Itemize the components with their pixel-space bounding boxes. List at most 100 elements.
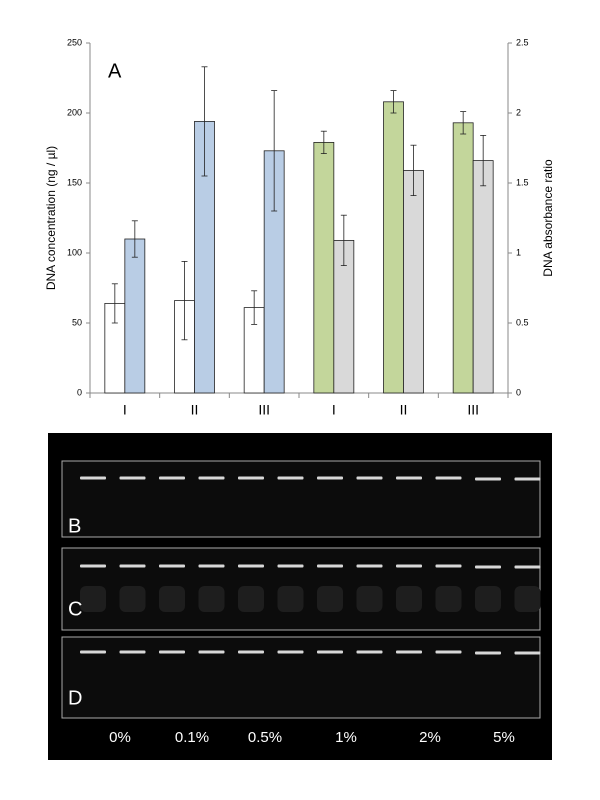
lane-label: 0.5% bbox=[248, 729, 282, 746]
lane-label: 2% bbox=[419, 729, 441, 746]
x-tick-label: I bbox=[123, 402, 127, 418]
gel-smear bbox=[119, 586, 146, 612]
bar bbox=[403, 169, 424, 394]
y2-tick-label: 0.5 bbox=[516, 317, 529, 327]
bar bbox=[452, 122, 474, 394]
gel-band bbox=[119, 476, 146, 480]
gel-band bbox=[277, 650, 304, 654]
gel-band bbox=[435, 564, 462, 568]
error-bar bbox=[460, 111, 467, 135]
gel-band bbox=[119, 564, 146, 568]
y-tick-label: 150 bbox=[67, 177, 82, 187]
gel-band bbox=[396, 476, 422, 480]
x-tick-label: I bbox=[332, 402, 336, 418]
y2-tick-label: 1 bbox=[516, 247, 521, 257]
gel-smear bbox=[277, 586, 304, 612]
gel-band bbox=[159, 564, 185, 568]
gel-band bbox=[435, 476, 462, 480]
gel-band bbox=[198, 650, 225, 654]
bar bbox=[472, 160, 494, 394]
gel-band bbox=[238, 476, 264, 480]
bar bbox=[124, 238, 146, 394]
gel-panel-label: C bbox=[68, 598, 82, 620]
y-tick-label: 100 bbox=[67, 247, 82, 257]
gel-band bbox=[317, 476, 343, 480]
gel-band bbox=[277, 476, 304, 480]
error-bar bbox=[410, 144, 417, 197]
lane-label: 5% bbox=[493, 729, 515, 746]
gel-smear bbox=[475, 586, 501, 612]
gel-panel bbox=[61, 636, 541, 719]
x-tick-label: II bbox=[191, 402, 199, 418]
y-tick-label: 0 bbox=[77, 387, 82, 397]
gel-band bbox=[356, 476, 383, 480]
y2-tick-label: 1.5 bbox=[516, 177, 529, 187]
gel-band bbox=[80, 650, 106, 654]
gel-band bbox=[80, 564, 106, 568]
bar bbox=[313, 141, 335, 394]
gel-band bbox=[475, 651, 501, 655]
error-bar bbox=[131, 220, 138, 258]
gel-panel-label: B bbox=[68, 515, 81, 537]
gel-smear bbox=[159, 586, 185, 612]
bar bbox=[383, 101, 404, 394]
error-bar bbox=[181, 260, 188, 341]
gel-band bbox=[198, 476, 225, 480]
error-bar bbox=[340, 214, 347, 267]
gel-band bbox=[514, 651, 541, 655]
gel-smear bbox=[356, 586, 383, 612]
gel-band bbox=[238, 650, 264, 654]
lane-label: 0.1% bbox=[175, 729, 209, 746]
y-tick-label: 200 bbox=[67, 107, 82, 117]
gel-smear bbox=[238, 586, 264, 612]
lane-label: 1% bbox=[335, 729, 357, 746]
gel-panel bbox=[61, 460, 541, 538]
error-bar bbox=[271, 90, 278, 212]
y-tick-label: 50 bbox=[72, 317, 82, 327]
gel-band bbox=[159, 476, 185, 480]
gel-band bbox=[396, 564, 422, 568]
gel-band bbox=[238, 564, 264, 568]
y2-tick-label: 2 bbox=[516, 107, 521, 117]
gel-band bbox=[277, 564, 304, 568]
gel-smear bbox=[80, 586, 106, 612]
gel-band bbox=[317, 650, 343, 654]
gel-band bbox=[435, 650, 462, 654]
y-tick-label: 250 bbox=[67, 37, 82, 47]
gel-band bbox=[356, 650, 383, 654]
y2-tick-label: 0 bbox=[516, 387, 521, 397]
gel-band bbox=[356, 564, 383, 568]
y2-tick-label: 2.5 bbox=[516, 37, 529, 47]
x-tick-label: III bbox=[467, 402, 479, 418]
error-bar bbox=[201, 66, 208, 177]
error-bar bbox=[390, 90, 397, 114]
gel-smear bbox=[317, 586, 343, 612]
panel-label: A bbox=[108, 60, 122, 82]
gel-band bbox=[514, 565, 541, 569]
error-bar bbox=[480, 134, 487, 187]
y-axis-label: DNA concentration (ng / µl) bbox=[44, 146, 58, 290]
x-tick-label: III bbox=[258, 402, 270, 418]
x-tick-label: II bbox=[400, 402, 408, 418]
gel-smear bbox=[435, 586, 462, 612]
error-bar bbox=[251, 290, 258, 325]
gel-smear bbox=[198, 586, 225, 612]
gel-band bbox=[396, 650, 422, 654]
gel-band bbox=[159, 650, 185, 654]
gel-band bbox=[119, 650, 146, 654]
gel-smear bbox=[514, 586, 541, 612]
y2-axis-label: DNA absorbance ratio bbox=[541, 159, 555, 277]
lane-label: 0% bbox=[109, 729, 131, 746]
error-bar bbox=[320, 130, 327, 155]
gel-band bbox=[198, 564, 225, 568]
gel-smear bbox=[396, 586, 422, 612]
error-bar bbox=[111, 283, 118, 324]
gel-band bbox=[514, 477, 541, 481]
gel-panel-label: D bbox=[68, 687, 82, 709]
gel-band bbox=[317, 564, 343, 568]
gel-band bbox=[80, 476, 106, 480]
gel-band bbox=[475, 565, 501, 569]
gel-band bbox=[475, 477, 501, 481]
